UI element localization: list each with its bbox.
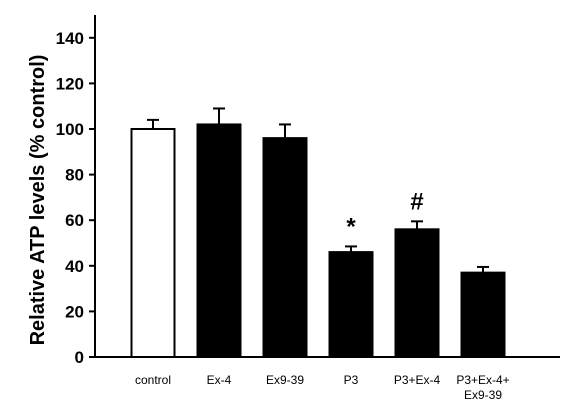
y-tick-label: 0	[75, 348, 84, 367]
bar	[130, 128, 176, 358]
x-tick-label: P3+Ex-4+ Ex9-39	[456, 373, 509, 402]
bar	[460, 271, 506, 359]
bar	[394, 228, 440, 359]
y-tick-label: 120	[56, 74, 84, 93]
y-tick-label: 60	[65, 211, 84, 230]
x-tick-label: P3+Ex-4	[394, 373, 441, 387]
bar	[262, 137, 308, 358]
x-tick-label: Ex9-39	[266, 373, 304, 387]
y-axis: 0 20 40 60 80 100 120 140	[56, 15, 96, 367]
x-tick-label: P3	[344, 373, 359, 387]
bars	[130, 123, 506, 359]
error-bars	[147, 107, 489, 273]
y-tick-label: 40	[65, 257, 84, 276]
significance-marker: #	[410, 188, 423, 215]
annotations: *#	[346, 188, 423, 240]
significance-marker: *	[346, 213, 356, 240]
y-tick-label: 20	[65, 302, 84, 321]
x-tick-label: Ex-4	[207, 373, 232, 387]
y-tick-label: 80	[65, 166, 84, 185]
category-labels: control Ex-4 Ex9-39 P3 P3+Ex-4 P3+Ex-4+ Ex9-39	[135, 373, 510, 402]
y-tick-label: 140	[56, 29, 84, 48]
bar	[196, 123, 242, 358]
y-tick-label: 100	[56, 120, 84, 139]
y-axis-label: Relative ATP levels (% control)	[27, 55, 49, 346]
x-tick-label: control	[135, 373, 171, 387]
bar	[328, 251, 374, 358]
